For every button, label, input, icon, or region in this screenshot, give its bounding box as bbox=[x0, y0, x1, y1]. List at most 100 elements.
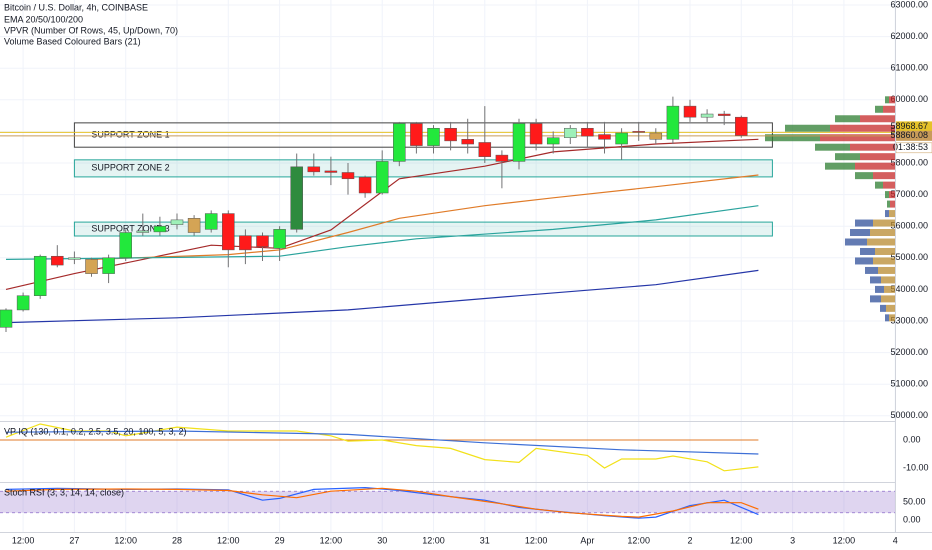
candle-body bbox=[564, 127, 577, 138]
time-tick-label: 3 bbox=[790, 535, 795, 545]
indicator-label[interactable]: EMA 20/50/100/200 bbox=[4, 14, 83, 24]
price-tick-label: 51000.00 bbox=[890, 379, 928, 389]
price-tick-label: 57000.00 bbox=[890, 189, 928, 199]
candle-body bbox=[256, 235, 269, 247]
price-label-box bbox=[896, 130, 932, 141]
pane-label[interactable]: VP IQ (130, 0.1, 0.2, 2.5, 3.5, 20, 100,… bbox=[4, 426, 186, 436]
time-tick-label: 28 bbox=[172, 535, 182, 545]
vpvr-down bbox=[881, 276, 895, 284]
candle-body bbox=[68, 257, 81, 260]
candle-body bbox=[153, 225, 167, 233]
vpvr-down bbox=[889, 96, 895, 104]
ema-line bbox=[5, 138, 759, 290]
price-tick-label: 50000.00 bbox=[890, 410, 928, 420]
candle-body bbox=[16, 295, 30, 311]
zone-label: SUPPORT ZONE 2 bbox=[91, 163, 169, 173]
vpvr-down bbox=[884, 285, 895, 293]
pane-label[interactable]: Stoch RSI (3, 3, 14, 14, close) bbox=[4, 487, 124, 497]
time-tick-label: 12:00 bbox=[833, 535, 856, 545]
price-tick-label: 58000.00 bbox=[890, 157, 928, 167]
candle-body bbox=[170, 219, 184, 225]
indicator-line bbox=[5, 423, 759, 472]
vpvr-up bbox=[825, 162, 855, 170]
vpvr-down bbox=[850, 143, 895, 151]
candle-body bbox=[427, 127, 440, 146]
vpvr-up bbox=[785, 124, 830, 132]
vpvr-up bbox=[885, 191, 889, 199]
candle-body bbox=[290, 166, 303, 230]
price-tick-label: 53000.00 bbox=[890, 315, 928, 325]
pane-tick-label: -10.00 bbox=[903, 462, 929, 472]
candle-body bbox=[529, 123, 543, 145]
vpvr-up bbox=[835, 115, 860, 123]
candle-body bbox=[512, 123, 526, 162]
candle-body bbox=[615, 132, 628, 145]
price-label-box bbox=[896, 121, 932, 132]
indicator-label[interactable]: VPVR (Number Of Rows, 45, Up/Down, 70) bbox=[4, 25, 178, 35]
symbol-title[interactable]: Bitcoin / U.S. Dollar, 4h, COINBASE bbox=[4, 2, 148, 12]
price-tick-label: 62000.00 bbox=[890, 31, 928, 41]
vpvr-down bbox=[867, 238, 895, 246]
time-tick-label: 30 bbox=[377, 535, 387, 545]
time-tick-label: 4 bbox=[893, 535, 898, 545]
price-tick-label: 52000.00 bbox=[890, 347, 928, 357]
candle-body bbox=[581, 127, 594, 137]
vpvr-down bbox=[878, 266, 895, 274]
stoch-line bbox=[5, 487, 759, 518]
vpvr-up bbox=[855, 172, 873, 180]
candle-body bbox=[33, 255, 47, 296]
zone-label: SUPPORT ZONE 1 bbox=[91, 129, 169, 139]
zone-label: SUPPORT ZONE 3 bbox=[91, 223, 169, 233]
vpvr-down bbox=[860, 115, 895, 123]
price-tick-label: 56000.00 bbox=[890, 221, 928, 231]
price-tick-label: 61000.00 bbox=[890, 63, 928, 73]
vpvr-up bbox=[835, 153, 860, 161]
time-tick-label: 31 bbox=[480, 535, 490, 545]
price-tick-label: 54000.00 bbox=[890, 284, 928, 294]
indicator-label[interactable]: Volume Based Coloured Bars (21) bbox=[4, 36, 141, 46]
vpvr-down bbox=[890, 200, 895, 208]
vpvr-down bbox=[889, 314, 895, 322]
pane-tick-label: 0.00 bbox=[903, 514, 921, 524]
indicator-line bbox=[5, 430, 759, 455]
time-tick-label: 12:00 bbox=[12, 535, 35, 545]
vpvr-up bbox=[887, 200, 890, 208]
vpvr-down bbox=[855, 162, 895, 170]
candle-body bbox=[444, 127, 457, 142]
candle-body bbox=[478, 142, 492, 157]
price-tick-label: 60000.00 bbox=[890, 94, 928, 104]
vpvr-up bbox=[885, 210, 889, 218]
candle-body bbox=[273, 229, 286, 249]
price-tick-label: 63000.00 bbox=[890, 0, 928, 9]
vpvr-up bbox=[885, 314, 889, 322]
candle-body bbox=[307, 166, 321, 173]
vpvr-down bbox=[830, 124, 895, 132]
vpvr-down bbox=[889, 191, 895, 199]
pane-tick-label: 0.00 bbox=[903, 434, 921, 444]
time-tick-label: Apr bbox=[580, 535, 594, 545]
candle-body bbox=[204, 213, 218, 230]
candle-body bbox=[341, 172, 355, 180]
vpvr-up bbox=[815, 143, 850, 151]
candle-body bbox=[495, 154, 509, 162]
vpvr-down bbox=[873, 257, 895, 265]
vpvr-down bbox=[886, 304, 895, 312]
vpvr-down bbox=[875, 247, 895, 255]
time-tick-label: 12:00 bbox=[320, 535, 343, 545]
candle-body bbox=[51, 255, 64, 266]
vpvr-down bbox=[873, 172, 895, 180]
time-tick-label: 12:00 bbox=[422, 535, 445, 545]
candle-body bbox=[324, 170, 338, 173]
candle-body bbox=[461, 139, 474, 145]
pane-tick-label: 50.00 bbox=[903, 496, 926, 506]
candle-body bbox=[546, 137, 560, 145]
candle-body bbox=[375, 161, 389, 194]
vpvr-down bbox=[860, 153, 895, 161]
vpvr-down bbox=[881, 295, 895, 303]
vpvr-up bbox=[875, 105, 883, 113]
candle-body bbox=[735, 116, 748, 136]
candle-body bbox=[700, 113, 714, 118]
time-tick-label: 27 bbox=[69, 535, 79, 545]
vpvr-down bbox=[820, 134, 895, 142]
vpvr-up bbox=[875, 181, 883, 189]
